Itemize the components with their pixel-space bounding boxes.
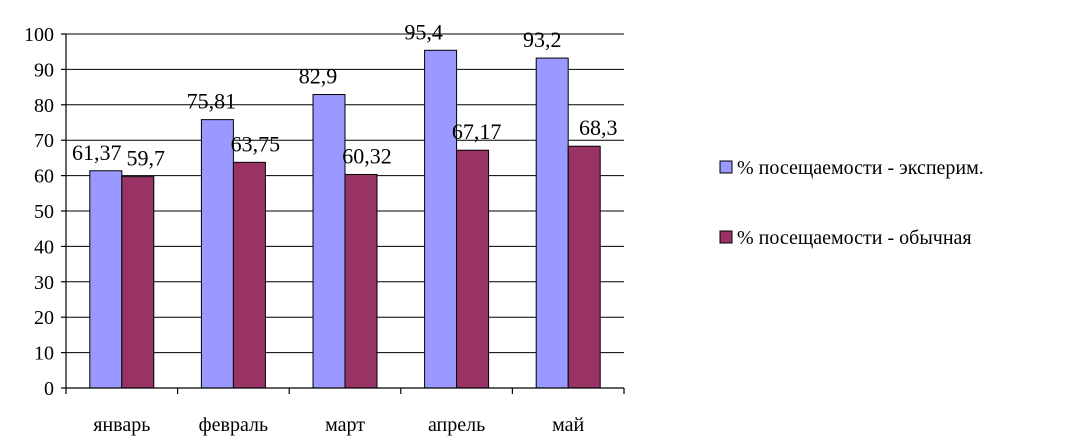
y-tick-label: 20 [34,307,54,329]
x-category-label: май [552,414,584,436]
x-axis-category-labels: январь февраль март апрель май [93,414,584,436]
bar-regular-2 [344,173,378,389]
data-labels: 61,37 59,7 75,81 63,75 82,9 60,32 95,4 67,17 93,… [72,19,617,170]
axes [61,33,625,394]
data-label: 67,17 [452,119,502,144]
bars [89,49,601,389]
bar-experimental-2 [312,94,346,389]
legend-swatch [719,230,733,244]
y-tick-label: 100 [24,24,54,46]
legend-label: % посещаемости - обычная [737,227,972,249]
bar-experimental-3 [424,49,458,389]
data-label: 93,2 [523,27,562,52]
y-tick-label: 80 [34,95,54,117]
y-tick-label: 30 [34,272,54,294]
bar-experimental-1 [200,119,234,389]
data-label: 75,81 [187,89,237,114]
bar-experimental-4 [535,57,569,389]
data-label: 63,75 [231,131,281,156]
y-tick-label: 90 [34,59,54,81]
x-category-label: февраль [199,414,268,436]
bar-regular-3 [456,149,490,389]
x-category-label: март [325,414,365,436]
y-tick-label: 0 [44,378,54,400]
bar-regular-0 [121,176,155,389]
data-label: 59,7 [127,146,166,171]
legend: % посещаемости - эксперим. % посещаемости… [719,157,984,249]
data-label: 82,9 [299,64,338,89]
data-label: 68,3 [579,115,618,140]
y-tick-label: 70 [34,130,54,152]
data-label: 95,4 [404,19,443,44]
y-tick-label: 10 [34,343,54,365]
bar-experimental-0 [89,170,123,389]
legend-label: % посещаемости - эксперим. [737,157,984,179]
bar-regular-4 [567,145,601,389]
legend-swatch [719,160,733,174]
x-category-label: апрель [428,414,485,436]
bar-regular-1 [232,161,266,389]
y-tick-label: 50 [34,201,54,223]
data-label: 61,37 [72,140,122,165]
x-category-label: январь [93,414,150,436]
y-axis-tick-labels: 0 10 20 30 40 50 60 70 80 90 100 [24,24,54,400]
y-tick-label: 40 [34,236,54,258]
y-tick-label: 60 [34,166,54,188]
data-label: 60,32 [342,143,392,168]
